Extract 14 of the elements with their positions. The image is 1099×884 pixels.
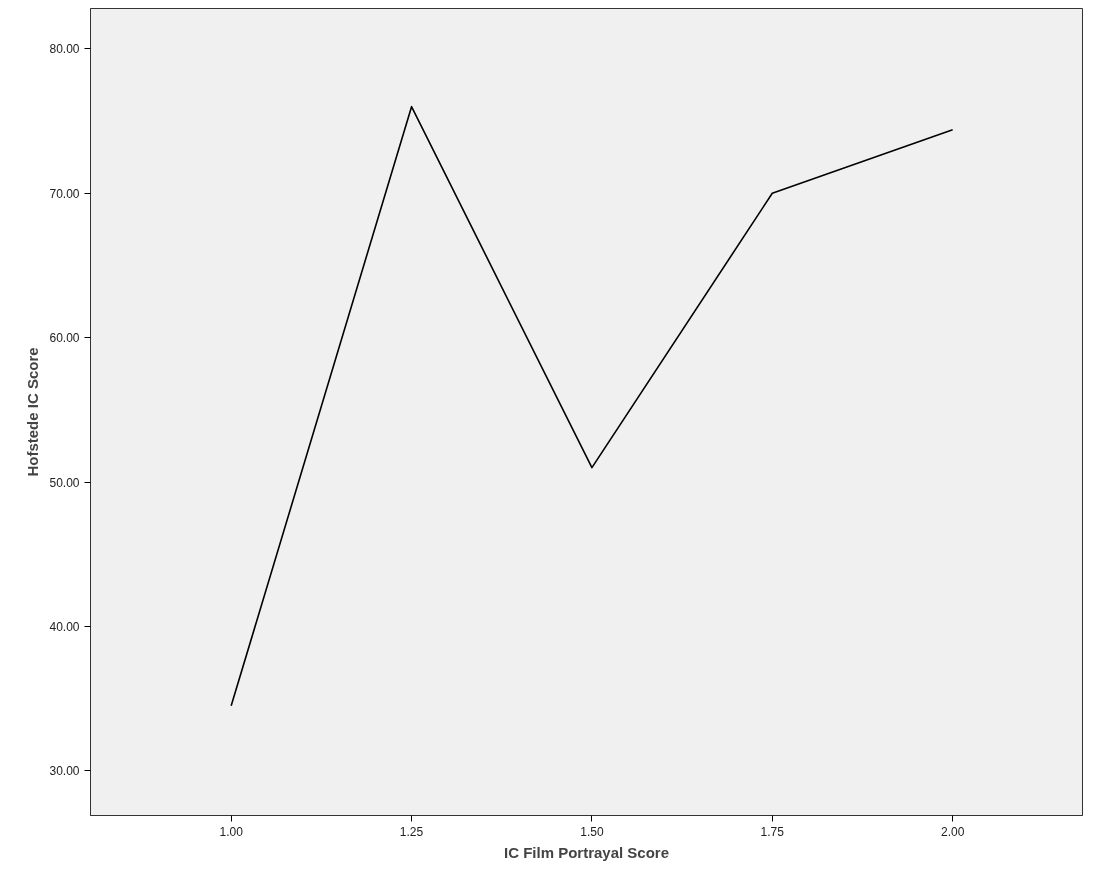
y-tick-label: 70.00 [49, 186, 80, 201]
y-tick-label: 40.00 [49, 619, 80, 634]
x-tick-label: 1.25 [399, 824, 424, 839]
y-tick-label: 30.00 [49, 764, 80, 779]
x-tick-label: 1.00 [219, 824, 244, 839]
y-tick-label: 80.00 [49, 42, 80, 57]
line-series [230, 105, 954, 707]
x-tick-label: 1.75 [760, 824, 785, 839]
x-axis-title: IC Film Portrayal Score [503, 843, 670, 861]
x-tick-label: 2.00 [940, 824, 965, 839]
y-tick-label: 60.00 [49, 331, 80, 346]
x-tick-label: 1.50 [580, 824, 604, 839]
y-tick-label: 50.00 [49, 475, 80, 490]
y-axis-title: Hofstede IC Score [24, 347, 42, 477]
